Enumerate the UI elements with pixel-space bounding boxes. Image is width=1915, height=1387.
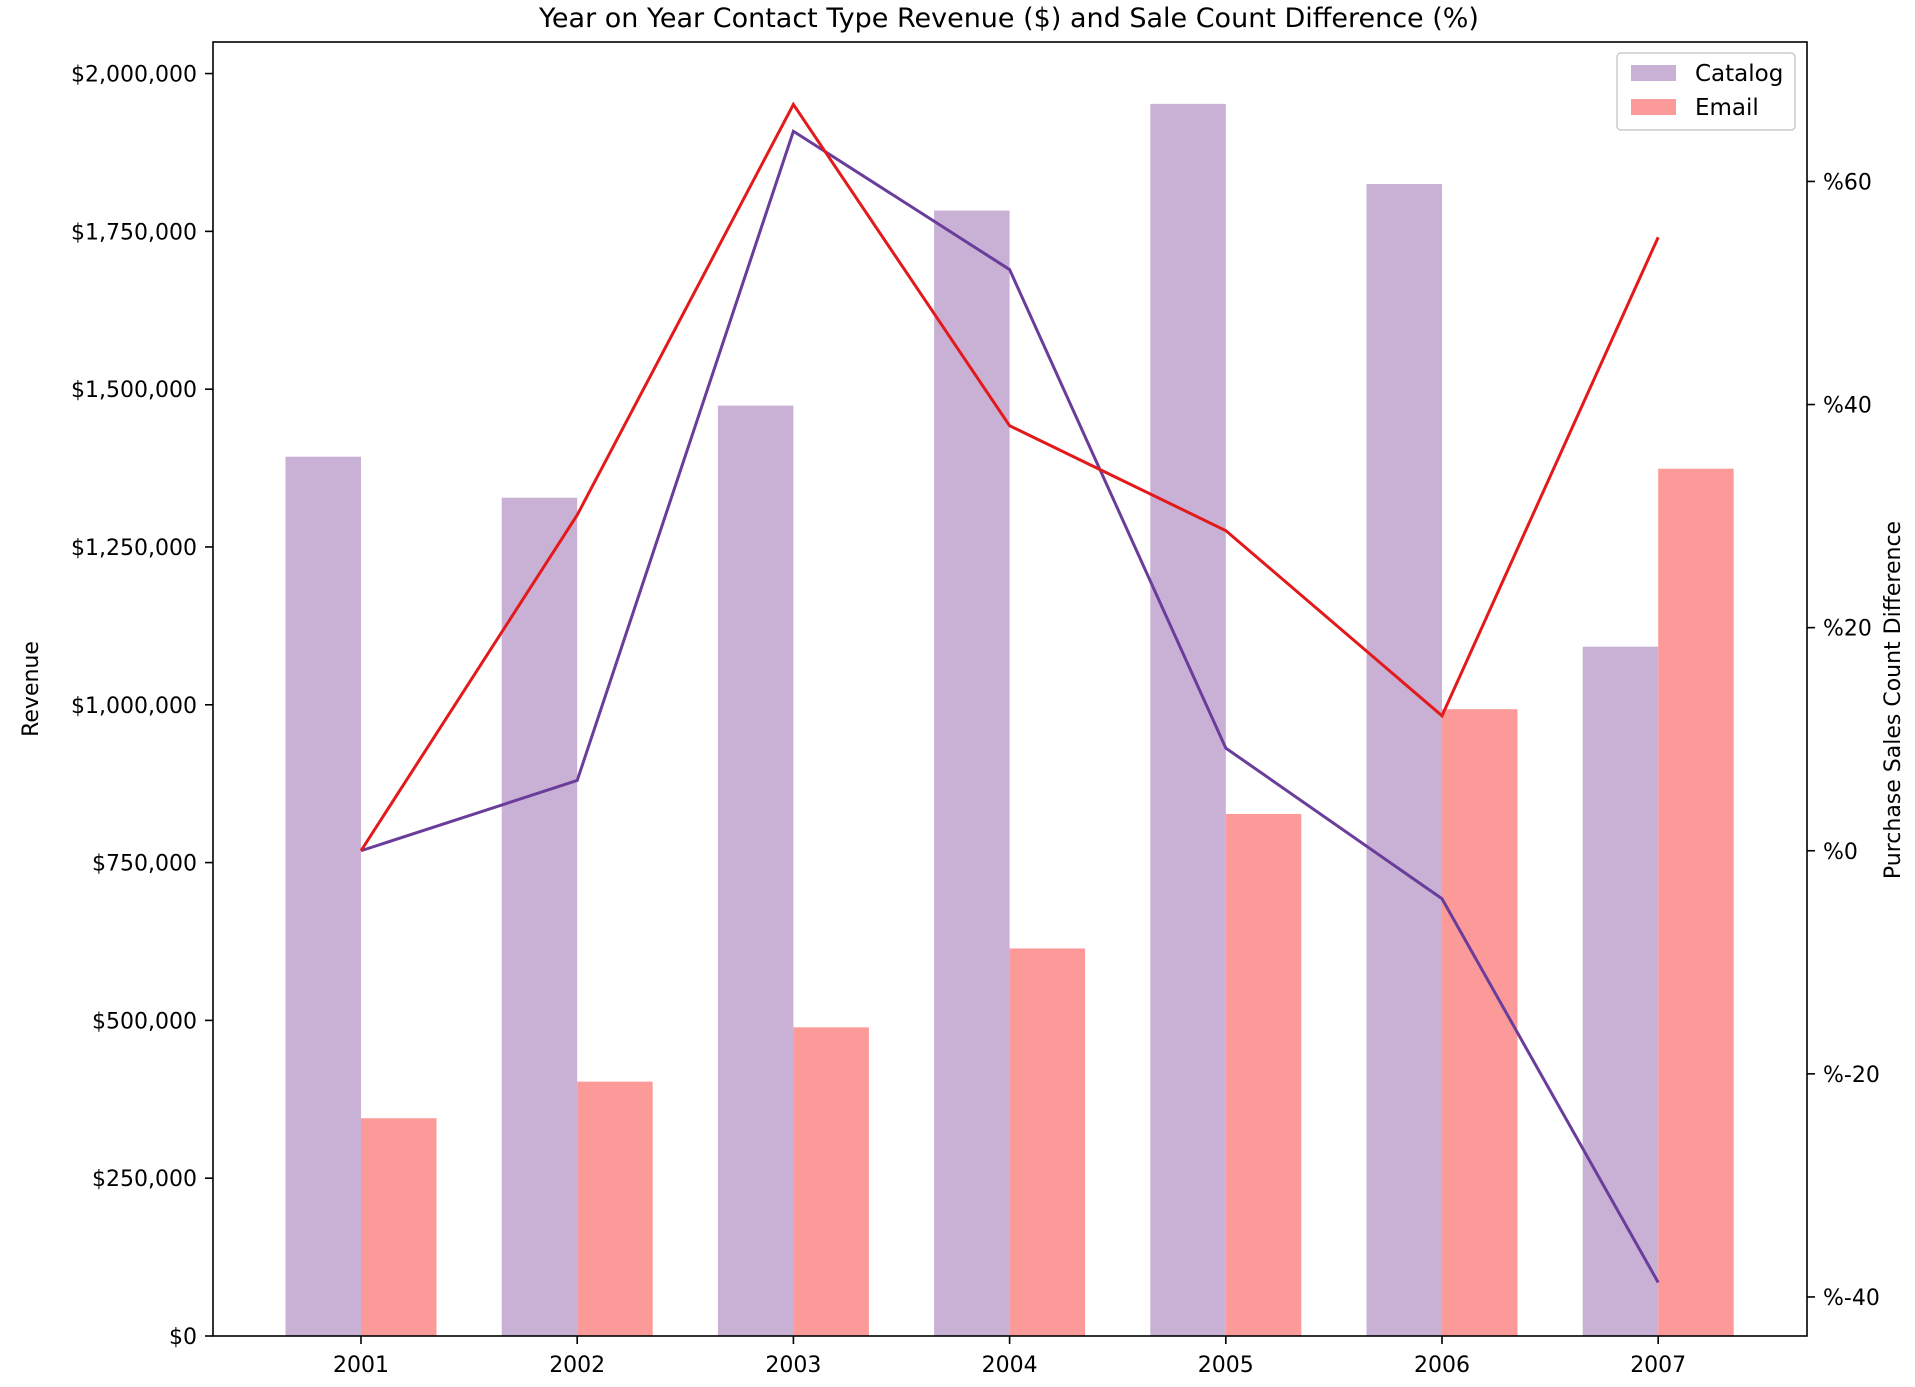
y-axis-right: %-40 %-20 %0 %20 %40 %60 <box>1807 170 1880 1311</box>
bars-group <box>285 103 1734 1337</box>
y-tick-label: $750,000 <box>92 852 197 877</box>
legend-swatch-email <box>1631 99 1676 115</box>
y-tick-label: $1,750,000 <box>71 220 197 245</box>
bar-email-2001 <box>361 1118 437 1336</box>
x-tick-label: 2005 <box>1198 1353 1254 1378</box>
bar-catalog-2002 <box>501 497 578 1336</box>
x-tick-label: 2003 <box>765 1353 821 1378</box>
y2-axis-title: Purchase Sales Count Difference <box>1881 521 1906 879</box>
bar-catalog-2003 <box>717 405 794 1337</box>
legend-label-email: Email <box>1695 95 1759 121</box>
chart-title: Year on Year Contact Type Revenue ($) an… <box>538 3 1479 34</box>
bar-email-2002 <box>577 1081 653 1336</box>
x-tick-label: 2006 <box>1414 1353 1470 1378</box>
x-tick-label: 2004 <box>982 1353 1038 1378</box>
y2-tick-label: %40 <box>1823 394 1872 419</box>
bar-email-2003 <box>793 1027 869 1336</box>
line-email-count-difference <box>359 101 1660 852</box>
y2-tick-label: %20 <box>1823 617 1872 642</box>
bar-catalog-2007 <box>1582 646 1659 1336</box>
y-axis-left: $0 $250,000 $500,000 $750,000 $1,000,000 $1,2… <box>71 63 213 1350</box>
y-axis-title: Revenue <box>19 641 44 737</box>
y2-tick-label: %60 <box>1823 170 1872 195</box>
bar-catalog-2004 <box>934 210 1010 1336</box>
line-catalog-count-difference <box>360 128 1660 1284</box>
bar-catalog-2006 <box>1366 184 1442 1336</box>
y2-tick-label: %0 <box>1823 840 1858 865</box>
x-tick-label: 2007 <box>1630 1353 1686 1378</box>
y-tick-label: $1,250,000 <box>71 536 197 561</box>
x-axis: 2001 2002 2003 2004 2005 2006 2007 <box>333 1336 1686 1378</box>
bar-catalog-2001 <box>285 456 361 1337</box>
lines-group <box>359 101 1660 1284</box>
y-tick-label: $1,000,000 <box>71 694 197 719</box>
y-tick-label: $500,000 <box>92 1009 197 1034</box>
x-tick-label: 2001 <box>333 1353 389 1378</box>
bar-email-2006 <box>1442 709 1518 1336</box>
bar-email-2007 <box>1658 468 1734 1337</box>
y-tick-label: $0 <box>169 1325 197 1350</box>
y-tick-label: $2,000,000 <box>71 63 197 88</box>
y2-tick-label: %-40 <box>1823 1286 1880 1311</box>
x-tick-label: 2002 <box>549 1353 605 1378</box>
legend: Catalog Email <box>1616 52 1796 131</box>
y2-tick-label: %-20 <box>1823 1063 1880 1088</box>
legend-label-catalog: Catalog <box>1695 61 1783 87</box>
y-tick-label: $1,500,000 <box>71 378 197 403</box>
legend-swatch-catalog <box>1631 65 1676 81</box>
bar-email-2005 <box>1225 813 1302 1336</box>
bar-email-2004 <box>1009 948 1086 1336</box>
y-tick-label: $250,000 <box>92 1167 197 1192</box>
